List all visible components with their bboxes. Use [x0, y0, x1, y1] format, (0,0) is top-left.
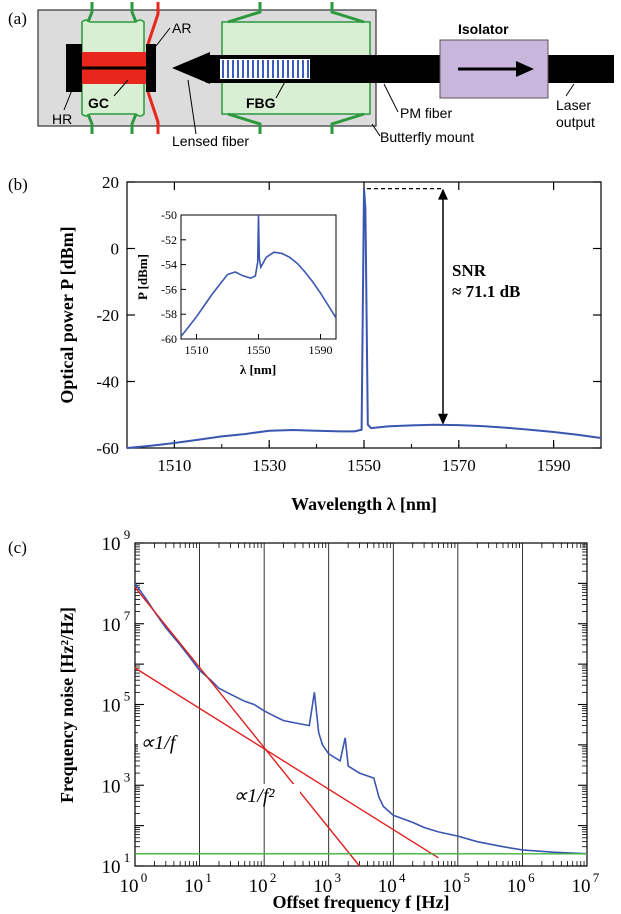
svg-text:∝1/f²: ∝1/f² [233, 785, 275, 807]
xtick-exponent: 7 [593, 870, 600, 885]
plot-c-ylabel: Frequency noise [Hz²/Hz] [57, 607, 77, 803]
panel-a-label: (a) [8, 9, 27, 28]
spectrum-line [126, 188, 602, 449]
inset-ytick-label: -54 [161, 258, 177, 272]
panel-b-label: (b) [8, 175, 28, 194]
plot-b-axes: 1510 1530 1550 1570 1590 -60 -40 -20 0 20 [96, 173, 602, 475]
gain-chip-leads [146, 2, 160, 134]
inset-spectrum-line [180, 214, 337, 337]
xtick-exponent: 4 [399, 870, 406, 885]
lensed-fiber-label: Lensed fiber [172, 133, 249, 149]
gc-label: GC [88, 95, 109, 111]
panel-c: (c) 10 0 10 1 10 2 10 3 10 4 10 5 10 6 10 710 110 310 510 7… [8, 527, 600, 912]
plot-b-xlabel: Wavelength λ [nm] [291, 494, 437, 514]
snr-label-line2: ≈ 71.1 dB [452, 282, 520, 301]
snr-label-line1: SNR [452, 261, 487, 280]
xtick-label: 10 [572, 876, 591, 897]
panel-b: (b) 1510 1530 1550 1570 1590 -60 -40 -20 0 20 SNR… [8, 173, 602, 514]
ytick-label: -40 [96, 373, 119, 392]
plot-c-series [134, 582, 588, 867]
xtick-label: 10 [120, 876, 139, 897]
xtick-label: 1590 [537, 456, 571, 475]
xtick-exponent: 0 [141, 870, 148, 885]
xtick-label: 1510 [157, 456, 191, 475]
hr-label: HR [52, 111, 72, 127]
xtick-label: 1550 [347, 456, 381, 475]
plot-c-grid [199, 543, 523, 866]
1-f-fit-line [134, 586, 361, 867]
fit-label-1f2: ∝1/f² [230, 784, 300, 807]
ytick-label: -60 [96, 439, 119, 458]
inset-xlabel: λ [nm] [240, 362, 276, 377]
xtick-label: 10 [184, 876, 203, 897]
ytick-label: 10 [102, 534, 121, 555]
panel-a: (a) [8, 2, 614, 149]
ytick-exponent: 9 [124, 527, 131, 542]
isolator-label: Isolator [458, 21, 509, 37]
xtick-label: 10 [507, 876, 526, 897]
1-f-fit-line [134, 667, 439, 859]
lensed-fiber-tip [172, 52, 210, 84]
xtick-exponent: 5 [464, 870, 471, 885]
xtick-exponent: 2 [270, 870, 277, 885]
xtick-label: 10 [313, 876, 332, 897]
xtick-label: 1570 [442, 456, 476, 475]
pm-fiber-label: PM fiber [400, 105, 452, 121]
ytick-label: 10 [102, 696, 121, 717]
xtick-label: 10 [378, 876, 397, 897]
butterfly-mount-label: Butterfly mount [380, 129, 474, 145]
mount-leads [86, 2, 365, 134]
plot-c-frame [134, 542, 588, 867]
ytick-label: 10 [102, 857, 121, 878]
plot-c-axes: 10 0 10 1 10 2 10 3 10 4 10 5 10 6 10 710 110 310 510 710 9 [102, 527, 600, 897]
ytick-label: 20 [102, 173, 119, 192]
ytick-exponent: 3 [124, 769, 131, 784]
inset-axes: 1510 1550 1590 -60 -58 -56 -54 -52 -50 [161, 208, 333, 357]
isolator-arrow-icon [458, 61, 534, 77]
inset-xtick-label: 1510 [185, 343, 209, 357]
inset-xtick-label: 1550 [247, 343, 271, 357]
measured-line [134, 582, 588, 855]
xtick-label: 1530 [252, 456, 286, 475]
ytick-label: 10 [102, 615, 121, 636]
ar-label: AR [172, 20, 191, 36]
hr-facet [66, 44, 82, 92]
xtick-label: 10 [249, 876, 268, 897]
laser-output-label-line2: output [556, 114, 595, 130]
svg-text:∝1/f: ∝1/f [140, 732, 178, 754]
inset-ylabel: P [dBm] [135, 254, 150, 300]
inset-xtick-label: 1590 [309, 343, 333, 357]
xtick-label: 10 [442, 876, 461, 897]
inset-ytick-label: -52 [161, 233, 177, 247]
ytick-label: 10 [102, 776, 121, 797]
fbg-grating [220, 59, 310, 79]
snr-arrow [367, 188, 448, 425]
ar-facet [146, 44, 156, 92]
xtick-exponent: 6 [528, 870, 535, 885]
ytick-exponent: 5 [124, 689, 131, 704]
fbg-label: FBG [246, 95, 276, 111]
ytick-exponent: 7 [124, 608, 131, 623]
inset-plot: 1510 1550 1590 -60 -58 -56 -54 -52 -50 λ [nm] P … [135, 208, 337, 377]
plot-c-xlabel: Offset frequency f [Hz] [272, 892, 449, 912]
panel-c-label: (c) [8, 538, 27, 557]
inset-ytick-label: -58 [161, 307, 177, 321]
laser-output-label-line1: Laser [556, 97, 591, 113]
fit-label-1f: ∝1/f [138, 731, 196, 754]
xtick-exponent: 1 [205, 870, 212, 885]
plot-b-ylabel: Optical power P [dBm] [57, 226, 77, 403]
ytick-label: 0 [111, 240, 120, 259]
ytick-exponent: 1 [124, 850, 131, 865]
inset-ytick-label: -50 [161, 208, 177, 222]
ytick-label: -20 [96, 306, 119, 325]
inset-ytick-label: -56 [161, 282, 177, 296]
xtick-exponent: 3 [334, 870, 341, 885]
inset-ytick-label: -60 [161, 332, 177, 346]
